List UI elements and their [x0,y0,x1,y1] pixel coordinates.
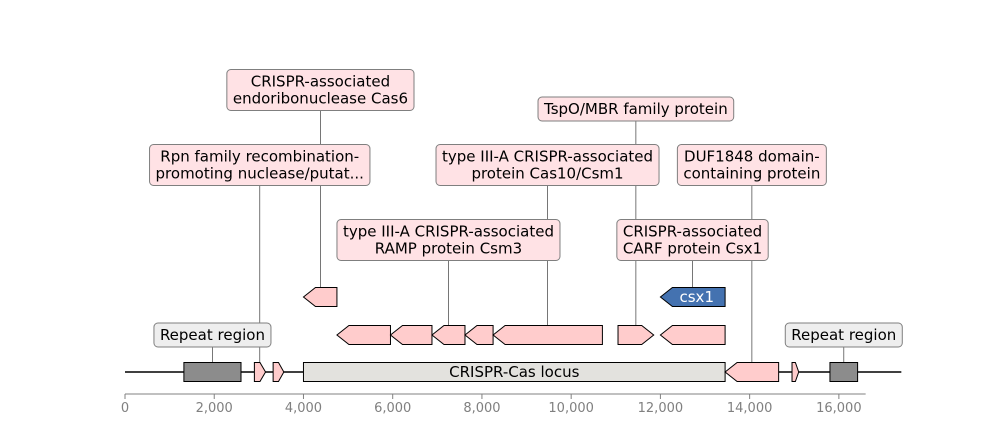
gene-csm-c [464,325,494,345]
gene-csm-a [336,325,391,345]
feature-labels: Repeat region Repeat region type III-A CRI… [149,69,903,348]
label-cas6-box [226,69,415,111]
label-repeat-right-line-1: Repeat region [791,326,896,344]
label-rpn: Rpn family recombination-promoting nucle… [149,144,371,186]
x-tick-label-0: 0 [121,401,129,416]
x-tick-label-6: 12,000 [638,401,684,416]
gene-tspo [617,325,655,345]
label-rpn-line-2: promoting nuclease/putat... [156,165,364,183]
repeat-region-right [829,362,859,382]
gene-csx1-label: csx1 [680,288,714,306]
label-tspo-box [537,96,735,122]
x-tick-label-2: 4,000 [285,401,322,416]
gene-duf1848 [724,362,780,382]
label-cas10-line-2: protein Cas10/Csm1 [471,165,623,183]
gene-csx1-parent [659,325,726,345]
label-repeat-left: Repeat region [153,322,272,348]
x-tick-label-4: 8,000 [463,401,500,416]
gene-cas6 [302,287,338,307]
gene-csx1 [659,287,726,307]
gene-small-3 [791,362,800,382]
label-duf1848-box [676,144,827,186]
label-cas10-line-1: type III-A CRISPR-associated [442,148,653,166]
label-tspo: TspO/MBR family protein [537,96,735,122]
label-rpn-box [149,144,371,186]
label-cas10-box [435,144,660,186]
label-duf1848-line-2: containing protein [683,165,820,183]
label-repeat-right: Repeat region [784,322,903,348]
gene-cas10 [492,325,603,345]
label-cas6-line-1: CRISPR-associated [251,73,390,91]
label-repeat-left-box [153,322,272,348]
features: CRISPR-Cas locus csx1 [125,287,902,382]
x-axis: 0 2,000 4,000 6,000 8,000 10,000 12,000 14,000 1… [121,393,866,416]
gene-small-2 [272,362,285,382]
repeat-region-left [183,362,242,382]
label-csm3-line-2: RAMP protein Csm3 [375,240,522,258]
gene-small-1 [253,362,267,382]
label-repeat-left-line-1: Repeat region [160,326,265,344]
label-csm3-box [336,219,561,261]
label-csx1-line-2: CARF protein Csx1 [623,240,762,258]
x-tick-label-8: 16,000 [816,401,862,416]
label-csx1-box [616,219,769,261]
crispr-cas-locus-label: CRISPR-Cas locus [449,363,579,381]
gene-csm-b [389,325,433,345]
label-cas6-line-2: endoribonuclease Cas6 [233,90,408,108]
x-tick-label-1: 2,000 [196,401,233,416]
label-rpn-line-1: Rpn family recombination- [160,148,359,166]
label-duf1848-line-1: DUF1848 domain- [684,148,820,166]
label-tspo-line-1: TspO/MBR family protein [543,100,728,118]
x-tick-label-7: 14,000 [727,401,773,416]
gene-csm3 [431,325,466,345]
label-repeat-right-box [784,322,903,348]
x-tick-label-3: 6,000 [374,401,411,416]
x-tick-label-5: 10,000 [548,401,594,416]
label-csx1-line-1: CRISPR-associated [623,223,762,241]
label-csm3-line-1: type III-A CRISPR-associated [343,223,554,241]
label-duf1848: DUF1848 domain-containing protein [676,144,827,186]
